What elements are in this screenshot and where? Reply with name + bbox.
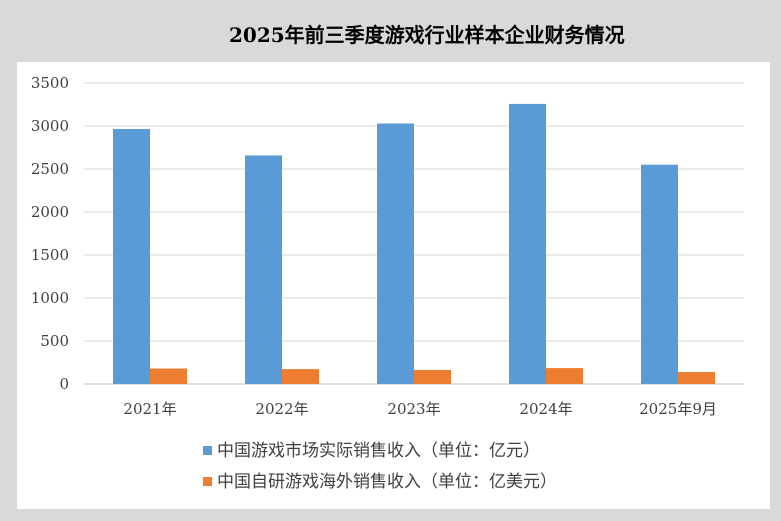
x-axis-ticks: 2021年 2022年 2023年 2024年 2025年9月 bbox=[123, 400, 716, 418]
title-bar: 2025年前三季度游戏行业样本企业财务情况 bbox=[0, 0, 781, 62]
y-tick-label: 2000 bbox=[31, 203, 69, 221]
y-tick-label: 1000 bbox=[31, 289, 69, 307]
x-tick-label: 2025年9月 bbox=[639, 400, 717, 418]
x-tick-label: 2023年 bbox=[387, 400, 440, 418]
chart-panel: 0 500 1000 1500 2000 2500 3000 3500 2021年 2022年 2… bbox=[17, 62, 770, 509]
bar-domestic-revenue bbox=[245, 155, 282, 384]
bars bbox=[113, 103, 715, 385]
bar-domestic-revenue bbox=[377, 123, 414, 385]
legend: 中国游戏市场实际销售收入（单位：亿元） 中国自研游戏海外销售收入（单位：亿美元） bbox=[203, 441, 557, 492]
chart-title: 2025年前三季度游戏行业样本企业财务情况 bbox=[229, 23, 625, 47]
x-tick-label: 2022年 bbox=[255, 400, 308, 418]
y-tick-label: 1500 bbox=[31, 246, 69, 264]
y-tick-label: 3000 bbox=[31, 117, 69, 135]
x-tick-label: 2024年 bbox=[519, 400, 572, 418]
legend-label: 中国自研游戏海外销售收入（单位：亿美元） bbox=[217, 472, 557, 492]
bar-overseas-revenue bbox=[678, 371, 715, 384]
legend-swatch bbox=[203, 446, 212, 455]
legend-swatch bbox=[203, 477, 212, 486]
bar-domestic-revenue bbox=[113, 129, 150, 384]
y-tick-label: 500 bbox=[40, 332, 69, 350]
y-tick-label: 2500 bbox=[31, 160, 69, 178]
legend-label: 中国游戏市场实际销售收入（单位：亿元） bbox=[217, 441, 540, 461]
bar-overseas-revenue bbox=[546, 368, 583, 384]
bar-overseas-revenue bbox=[150, 368, 187, 384]
y-tick-label: 0 bbox=[59, 375, 69, 393]
bar-overseas-revenue bbox=[282, 369, 319, 384]
bar-domestic-revenue bbox=[641, 164, 678, 384]
y-tick-label: 3500 bbox=[31, 74, 69, 92]
y-axis-ticks: 0 500 1000 1500 2000 2500 3000 3500 bbox=[31, 74, 69, 393]
bar-overseas-revenue bbox=[414, 369, 451, 384]
x-tick-label: 2021年 bbox=[123, 400, 176, 418]
bar-domestic-revenue bbox=[509, 103, 546, 384]
